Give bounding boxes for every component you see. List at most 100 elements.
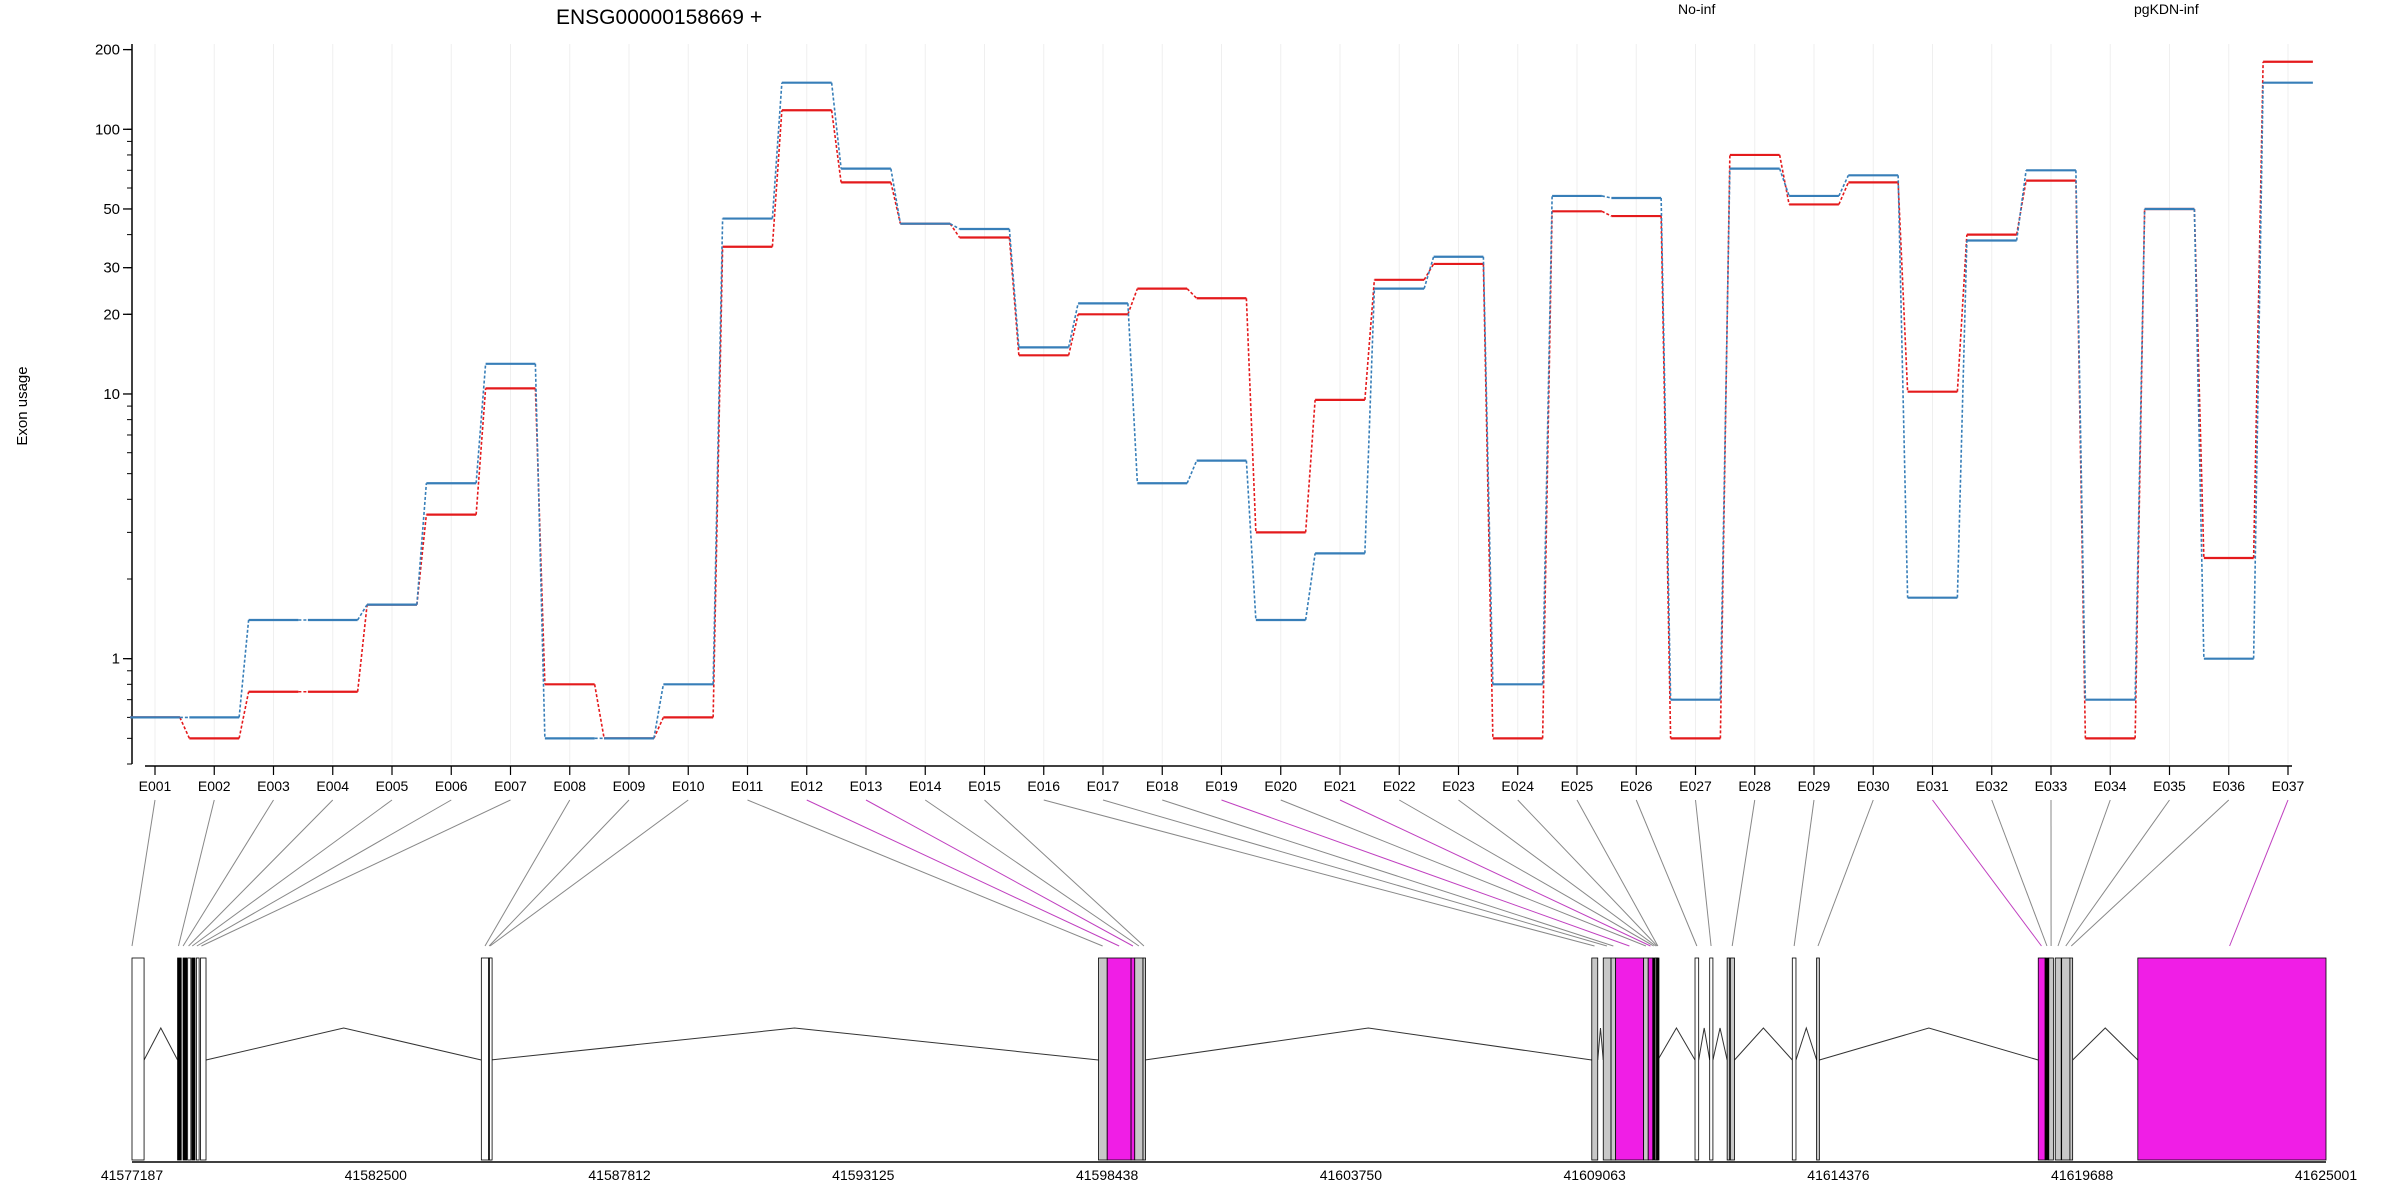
exon-block-e007 <box>200 957 207 1161</box>
y-tick-label-10: 10 <box>103 386 120 403</box>
x-tick-label-e029: E029 <box>1798 778 1831 794</box>
connector-pgkdn-inf-e025 <box>1601 195 1612 199</box>
x-tick-label-e032: E032 <box>1975 778 2008 794</box>
link-line-e006 <box>196 799 452 947</box>
genome-tick-label-41603750: 41603750 <box>1320 1167 1383 1183</box>
link-line-e013 <box>865 799 1134 947</box>
connector-no-inf-e014 <box>949 223 961 238</box>
link-line-e029 <box>1793 799 1815 947</box>
connector-no-inf-e009 <box>653 717 665 739</box>
y-tick-label-200: 200 <box>95 42 120 59</box>
link-line-e028 <box>1731 799 1756 947</box>
exon-block-e013 <box>1130 957 1136 1161</box>
x-tick-label-e004: E004 <box>316 778 349 794</box>
genome-tick-label-41609063: 41609063 <box>1564 1167 1627 1183</box>
connector-no-inf-e007 <box>534 388 546 685</box>
connector-pgkdn-inf-e022 <box>1423 256 1435 289</box>
connector-pgkdn-inf-e011 <box>771 82 783 219</box>
legend-entry-no-inf: No-inf <box>1678 1 1715 17</box>
link-line-e024 <box>1517 799 1658 947</box>
exon-block-e027 <box>1726 957 1731 1161</box>
y-tick-label-100: 100 <box>95 121 120 138</box>
intron-29 <box>1795 1026 1818 1061</box>
x-tick-label-e003: E003 <box>257 778 290 794</box>
connector-pgkdn-inf-e020 <box>1304 553 1316 621</box>
link-line-e018 <box>1162 799 1614 947</box>
intron-28 <box>1734 1027 1793 1061</box>
connector-pgkdn-inf-e006 <box>475 363 487 484</box>
exon-block-e036 <box>2069 957 2074 1161</box>
connector-pgkdn-inf-e023 <box>1482 256 1494 685</box>
connector-pgkdn-inf-e031 <box>1956 240 1968 598</box>
connector-no-inf-e008 <box>593 684 605 739</box>
connector-no-inf-e020 <box>1304 399 1316 533</box>
connector-no-inf-e024 <box>1541 211 1553 739</box>
exon-block-e028 <box>1729 957 1735 1161</box>
connector-no-inf-e012 <box>830 110 842 183</box>
chart-title: ENSG00000158669 + <box>556 6 762 29</box>
genome-tick-label-41598438: 41598438 <box>1076 1167 1139 1183</box>
connector-no-inf-e001 <box>179 717 191 739</box>
x-tick-label-e035: E035 <box>2153 778 2186 794</box>
x-tick-label-e019: E019 <box>1205 778 1238 794</box>
link-line-e003 <box>182 799 274 947</box>
connector-pgkdn-inf-e016 <box>1067 303 1079 348</box>
x-tick-label-e006: E006 <box>435 778 468 794</box>
intron-36 <box>2072 1027 2139 1061</box>
link-line-e019 <box>1221 799 1630 947</box>
genome-tick-label-41619688: 41619688 <box>2051 1167 2114 1183</box>
link-line-e007 <box>201 799 511 947</box>
connector-no-inf-e029 <box>1838 182 1850 205</box>
x-tick-label-e027: E027 <box>1679 778 1712 794</box>
intron-30 <box>1819 1027 2039 1061</box>
exon-block-e001 <box>131 957 145 1161</box>
exon-block-e025 <box>1694 957 1700 1161</box>
y-tick-label-30: 30 <box>103 260 120 277</box>
connector-no-inf-e018 <box>1186 288 1198 299</box>
link-line-e004 <box>188 799 334 947</box>
exon-block-e018 <box>1610 957 1617 1161</box>
link-line-e002 <box>177 799 215 947</box>
exon-block-e012 <box>1106 957 1132 1161</box>
x-tick-label-e034: E034 <box>2094 778 2127 794</box>
exon-block-e029 <box>1791 957 1797 1161</box>
legend-entry-pgkdn-inf: pgKDN-inf <box>2134 1 2199 17</box>
connector-pgkdn-inf-e010 <box>712 218 724 685</box>
gene-model: 41577187 41582500 41587812 41593125 41598438… <box>101 957 2357 1183</box>
link-line-e008 <box>484 799 571 947</box>
connector-pgkdn-inf-e029 <box>1838 174 1850 197</box>
y-tick-label-50: 50 <box>103 201 120 218</box>
genome-tick-label-41593125: 41593125 <box>832 1167 895 1183</box>
connector-pgkdn-inf-e026 <box>1660 197 1672 700</box>
link-line-e001 <box>131 799 156 947</box>
x-tick-label-e016: E016 <box>1027 778 1060 794</box>
x-tick-label-e009: E009 <box>613 778 646 794</box>
connector-no-inf-e036 <box>2252 61 2264 559</box>
x-tick-label-e010: E010 <box>672 778 705 794</box>
connector-pgkdn-inf-e009 <box>653 684 665 739</box>
link-line-e037 <box>2229 799 2289 947</box>
connector-pgkdn-inf-e036 <box>2252 82 2264 659</box>
connector-pgkdn-inf-e027 <box>1719 168 1731 700</box>
x-tick-label-e020: E020 <box>1264 778 1297 794</box>
intron-10 <box>490 1027 1099 1061</box>
connector-no-inf-e025 <box>1601 210 1612 217</box>
link-line-e022 <box>1399 799 1654 947</box>
connector-pgkdn-inf-e012 <box>830 82 842 169</box>
x-tick-label-e012: E012 <box>790 778 823 794</box>
connector-no-inf-e005 <box>416 514 428 605</box>
link-line-e016 <box>1043 799 1595 947</box>
x-tick-label-e031: E031 <box>1916 778 1949 794</box>
x-tick-label-e023: E023 <box>1442 778 1475 794</box>
connector-no-inf-e022 <box>1423 263 1435 281</box>
connector-pgkdn-inf-e021 <box>1364 288 1376 554</box>
link-line-e021 <box>1339 799 1651 947</box>
link-line-e031 <box>1932 799 2042 947</box>
x-tick-label-e017: E017 <box>1087 778 1120 794</box>
connector-pgkdn-inf-e035 <box>2193 208 2205 659</box>
series-pgkdn-inf <box>130 81 2313 740</box>
exon-block-e020 <box>1643 957 1649 1161</box>
exon-block-e030 <box>1816 957 1820 1161</box>
connector-pgkdn-inf-e032 <box>2015 170 2027 241</box>
